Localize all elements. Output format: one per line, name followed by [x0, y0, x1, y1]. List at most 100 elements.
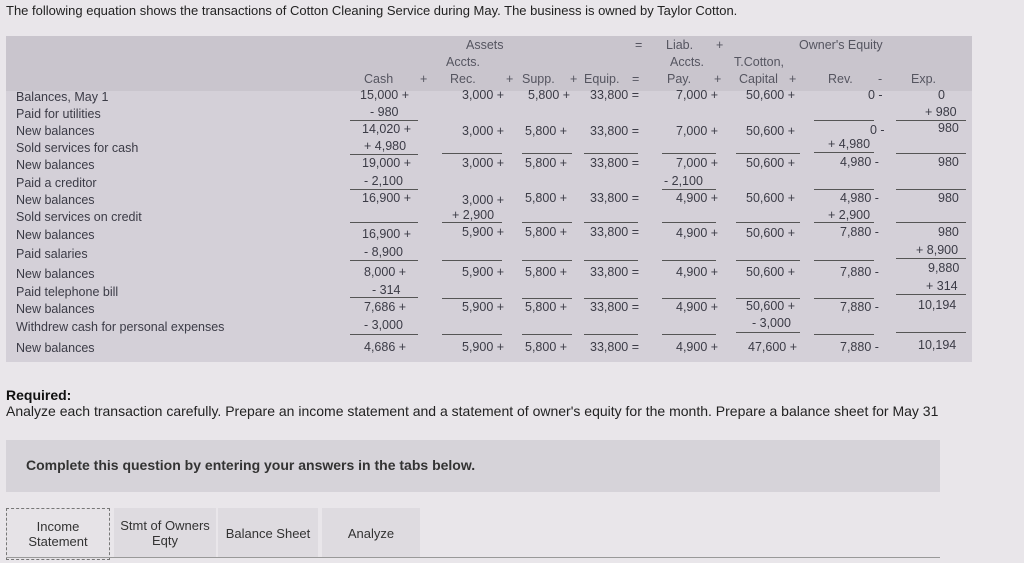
cell-accts-pay: 7,000 +	[676, 124, 719, 138]
cell-cash: 7,686 +	[364, 300, 407, 314]
cell-expenses: + 980	[925, 105, 957, 119]
row-label: Paid a creditor	[16, 176, 97, 190]
accounting-equation-table: Assets = Liab. + Owner's Equity Accts. A…	[6, 36, 972, 362]
cell-accts-rec: 3,000 +	[462, 156, 505, 170]
cell-supplies: 5,800 +	[525, 300, 568, 314]
cell-expenses: 980	[938, 121, 959, 135]
header-assets: Assets	[466, 38, 504, 52]
cell-accts-pay: 4,900 +	[676, 340, 719, 354]
row-label: Paid telephone bill	[16, 285, 119, 299]
cell-supplies: 5,800 +	[525, 156, 568, 170]
tab-label: Income Statement	[28, 519, 88, 549]
intro-text: The following equation shows the transac…	[6, 3, 738, 18]
row-label: New balances	[16, 341, 95, 355]
row-label: Withdrew cash for personal expenses	[16, 320, 225, 334]
cell-accts-pay: - 2,100	[664, 174, 703, 188]
tab-analyze[interactable]: Analyze	[322, 508, 420, 558]
cell-revenue: 7,880 -	[840, 225, 879, 239]
cell-cash: 19,000 +	[362, 156, 412, 170]
cell-capital: 50,600 +	[746, 265, 796, 279]
cell-cash: - 3,000	[364, 318, 403, 332]
cell-accts-rec: 3,000 +	[462, 124, 505, 138]
cell-accts-pay: 4,900 +	[676, 226, 719, 240]
row-label: Sold services on credit	[16, 210, 142, 224]
cell-accts-rec: 5,900 +	[462, 225, 505, 239]
required-text: Analyze each transaction carefully. Prep…	[6, 403, 939, 419]
cell-capital: 50,600 +	[746, 124, 796, 138]
cell-capital: 50,600 +	[746, 226, 796, 240]
cell-expenses: 0	[938, 88, 945, 102]
cell-accts-pay: 7,000 +	[676, 88, 719, 102]
tab-label: Analyze	[347, 525, 395, 541]
header-pay: Pay.	[667, 72, 692, 86]
instruction-band: Complete this question by entering your …	[6, 440, 940, 492]
cell-cash: 14,020 +	[362, 122, 412, 136]
cell-supplies: 5,800 +	[525, 265, 568, 279]
cell-expenses: 980	[938, 191, 959, 205]
header-equals: =	[635, 38, 643, 52]
tabs-divider	[6, 557, 940, 558]
cell-accts-pay: 4,900 +	[676, 300, 719, 314]
cell-capital: 50,600 +	[746, 156, 796, 170]
header-supplies: Supp.	[522, 72, 555, 86]
header-expenses: Exp.	[911, 72, 937, 86]
cell-revenue: 0 -	[870, 123, 885, 137]
tab-income-statement[interactable]: Income Statement	[6, 508, 110, 560]
header-owner-name: T.Cotton,	[734, 55, 785, 69]
cell-expenses: + 314	[926, 279, 958, 293]
cell-capital: - 3,000	[752, 316, 791, 330]
cell-supplies: 5,800 +	[528, 88, 571, 102]
cell-accts-pay: 4,900 +	[676, 265, 719, 279]
cell-accts-pay: 4,900 +	[676, 191, 719, 205]
cell-accts-rec: 5,900 +	[462, 340, 505, 354]
cell-equipment: 33,800 =	[590, 265, 640, 279]
header-revenue: Rev.	[828, 72, 853, 86]
cell-equipment: 33,800 =	[590, 191, 640, 205]
cell-equipment: 33,800 =	[590, 124, 640, 138]
row-label: Sold services for cash	[16, 141, 139, 155]
cell-cash: - 314	[372, 283, 401, 297]
cell-cash: 15,000 +	[360, 88, 410, 102]
tab-stmt-owners-equity[interactable]: Stmt of Owners Eqty	[114, 508, 216, 558]
cell-cash: 8,000 +	[364, 265, 407, 279]
row-label: New balances	[16, 228, 95, 242]
cell-expenses: 10,194	[918, 298, 957, 312]
tab-label: Balance Sheet	[225, 525, 311, 541]
row-label: New balances	[16, 267, 95, 281]
row-label: New balances	[16, 158, 95, 172]
equation-header: Assets = Liab. + Owner's Equity Accts. A…	[6, 36, 972, 91]
cell-cash: 16,900 +	[362, 191, 412, 205]
cell-cash: - 8,900	[364, 245, 403, 259]
cell-revenue: 7,880 -	[840, 300, 879, 314]
cell-expenses: + 8,900	[916, 243, 959, 257]
cell-supplies: 5,800 +	[525, 225, 568, 239]
header-liabilities: Liab.	[666, 38, 694, 52]
instruction-text: Complete this question by entering your …	[26, 457, 476, 473]
cell-equipment: 33,800 =	[590, 88, 640, 102]
header-owners-equity: Owner's Equity	[799, 38, 883, 52]
cell-equipment: 33,800 =	[590, 300, 640, 314]
cell-accts-rec: 5,900 +	[462, 265, 505, 279]
tab-balance-sheet[interactable]: Balance Sheet	[218, 508, 318, 558]
header-rec: Rec.	[450, 72, 476, 86]
row-label: New balances	[16, 302, 95, 316]
header-equipment: Equip.	[584, 72, 620, 86]
cell-expenses: 980	[938, 155, 959, 169]
cell-revenue: 4,980 -	[840, 155, 879, 169]
cell-cash: - 980	[370, 105, 399, 119]
cell-accts-rec: 5,900 +	[462, 300, 505, 314]
header-plus: +	[716, 38, 724, 52]
cell-equipment: 33,800 =	[590, 340, 640, 354]
cell-supplies: 5,800 +	[525, 191, 568, 205]
cell-accts-rec: + 2,900	[452, 208, 495, 222]
cell-accts-pay: 7,000 +	[676, 156, 719, 170]
cell-capital: 47,600 +	[748, 340, 798, 354]
cell-accts-rec: 3,000 +	[462, 88, 505, 102]
header-accts-payable: Accts.	[670, 55, 705, 69]
cell-revenue: 4,980 -	[840, 191, 879, 205]
tab-label: Stmt of Owners Eqty	[120, 518, 210, 548]
header-capital: Capital	[739, 72, 778, 86]
cell-expenses: 9,880	[928, 261, 960, 275]
cell-capital: 50,600 +	[746, 191, 796, 205]
cell-equipment: 33,800 =	[590, 225, 640, 239]
